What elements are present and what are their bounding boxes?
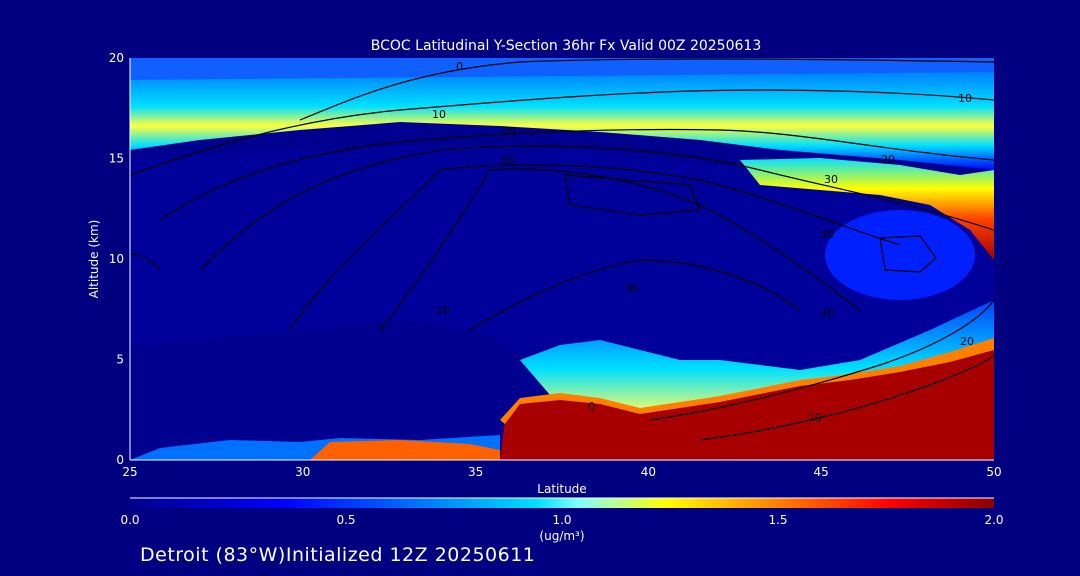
contour-label: 10	[432, 108, 446, 121]
contour-line	[159, 128, 994, 221]
x-tick-label: 50	[986, 465, 1001, 479]
surface-layer-hot	[310, 440, 500, 460]
y-tick-label: 5	[116, 353, 124, 367]
contour-label: 20	[881, 153, 895, 166]
contour-label: 30	[820, 228, 834, 241]
contour-label: 20	[502, 125, 516, 138]
contour-label: 10	[958, 92, 972, 105]
contour-line	[130, 253, 161, 271]
x-tick-label: 25	[122, 465, 137, 479]
colorbar-unit-label: (ug/m³)	[539, 529, 584, 543]
contour-labels: 0 10 10 20 20 30 30 30 30 30 10 20 0 10	[432, 60, 974, 424]
colorbar-ticks: 0.0 0.5 1.0 1.5 2.0	[120, 513, 1003, 527]
x-axis-label: Latitude	[537, 482, 586, 496]
mid-troposphere-core	[130, 145, 994, 410]
y-tick-label: 15	[109, 152, 124, 166]
contour-line	[199, 145, 994, 271]
y-tick-label: 20	[109, 51, 124, 65]
contour-line	[879, 235, 937, 273]
contour-line	[564, 174, 701, 216]
contour-label: 0	[588, 400, 595, 413]
chart-title: BCOC Latitudinal Y-Section 36hr Fx Valid…	[371, 38, 761, 54]
contour-lines	[130, 58, 994, 441]
convective-lofting	[520, 300, 994, 415]
colorbar	[130, 498, 994, 508]
contour-line	[469, 259, 801, 331]
colorbar-tick-label: 1.0	[552, 513, 571, 527]
x-tick-label: 45	[814, 465, 829, 479]
colorbar-tick-label: 2.0	[984, 513, 1003, 527]
near-surface-plume	[500, 345, 994, 460]
colorbar-tick-label: 1.5	[768, 513, 787, 527]
x-tick-label: 35	[468, 465, 483, 479]
contour-line	[299, 58, 994, 121]
y-tick-label: 0	[116, 453, 124, 467]
contour-line	[289, 164, 901, 331]
contour-label: 10	[436, 304, 450, 317]
contour-line	[699, 354, 994, 441]
contour-label: 30	[500, 154, 514, 167]
colorbar-tick-label: 0.0	[120, 513, 139, 527]
x-tick-label: 30	[295, 465, 310, 479]
y-ticks: 0 5 10 15 20	[109, 51, 124, 467]
y-tick-label: 10	[109, 252, 124, 266]
tropopause-band	[130, 72, 994, 170]
northern-upper-maximum	[740, 158, 994, 260]
contour-label: 0	[456, 60, 463, 73]
contour-line	[379, 168, 861, 331]
footer-caption: Detroit (83°W)Initialized 12Z 20250611	[140, 544, 536, 566]
contour-label: 20	[960, 335, 974, 348]
heatmap-field	[130, 58, 994, 460]
northern-blue-core	[825, 210, 975, 300]
contour-label: 30	[625, 282, 639, 295]
contour-label: 30	[820, 307, 834, 320]
contour-line	[130, 89, 994, 176]
colorbar-tick-label: 0.5	[336, 513, 355, 527]
x-tick-label: 40	[641, 465, 656, 479]
y-axis-label: Altitude (km)	[87, 220, 101, 299]
contour-line	[649, 299, 994, 421]
contour-label: 30	[824, 173, 838, 186]
contour-label: 10	[808, 411, 822, 424]
x-ticks: 25 30 35 40 45 50	[122, 465, 1001, 479]
